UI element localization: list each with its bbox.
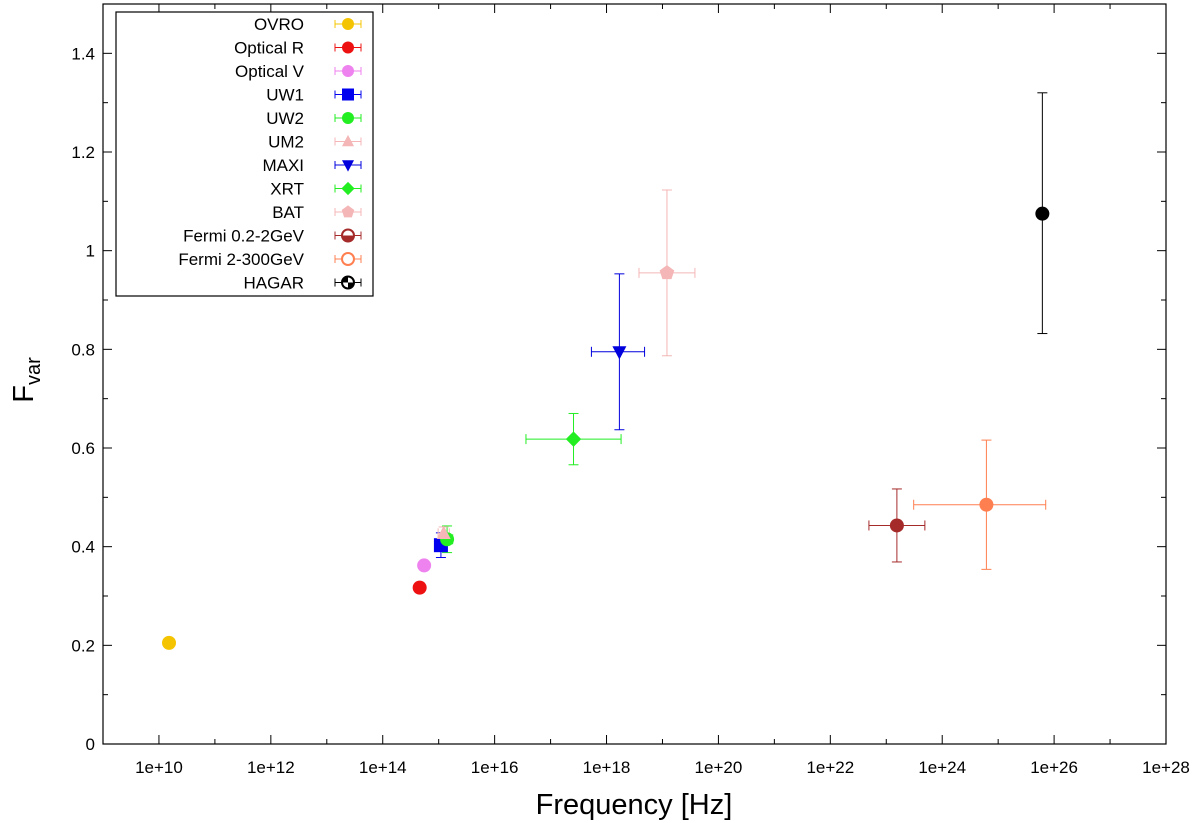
- y-axis: 0 0.2 0.4 0.6 0.8 1 1.2 1.4: [71, 3, 1166, 754]
- x-tick-label: 1e+24: [918, 758, 966, 777]
- point-fermi-2-300gev: [979, 497, 994, 512]
- y-tick-label: 0.8: [71, 340, 95, 359]
- legend-marker-fermi-2-300gev: [341, 252, 355, 266]
- y-tick-label: 1: [86, 242, 95, 261]
- legend-marker-bat: [341, 205, 355, 218]
- plot-frame: [102, 3, 1167, 745]
- legend-label-uw1: UW1: [266, 86, 304, 105]
- point-optical-v: [417, 558, 432, 573]
- y-axis-title-main: F: [8, 385, 40, 403]
- y-tick-label: 0.4: [71, 538, 95, 557]
- y-tick-label: 0: [86, 735, 95, 754]
- legend-label-fermi-2-300gev: Fermi 2-300GeV: [178, 250, 304, 269]
- legend-marker-fill: [342, 276, 348, 283]
- legend-marker-optical-r: [342, 41, 354, 54]
- x-axis: 1e+10 1e+12 1e+14 1e+16 1e+18 1e+20 1e+22 1e+24…: [102, 4, 1190, 777]
- x-tick-label: 1e+14: [359, 758, 407, 777]
- svg-text:Fvar: Fvar: [8, 357, 45, 403]
- y-tick-label: 0.6: [71, 439, 95, 458]
- legend-label-xrt: XRT: [270, 180, 304, 199]
- legend-box: [115, 11, 374, 297]
- point-ovro: [162, 635, 177, 650]
- y-tick-label: 0.2: [71, 636, 95, 655]
- point-hagar: [1035, 206, 1050, 221]
- x-tick-label: 1e+28: [1142, 758, 1190, 777]
- legend-label-optical-r: Optical R: [234, 39, 304, 58]
- point-xrt: [565, 431, 582, 447]
- x-tick-label: 1e+18: [583, 758, 631, 777]
- point-fermi-0-2-2gev: [889, 518, 904, 533]
- legend-label-uw2: UW2: [266, 109, 304, 128]
- legend-marker-fill: [348, 282, 354, 289]
- legend-label-fermi-0-2-2gev: Fermi 0.2-2GeV: [183, 227, 305, 246]
- legend-marker-fill: [342, 235, 354, 242]
- legend-label-hagar: HAGAR: [244, 274, 304, 293]
- legend-label-maxi: MAXI: [262, 156, 304, 175]
- legend-marker-uw1: [342, 88, 354, 101]
- legend-marker-xrt: [341, 181, 355, 196]
- data-points: [162, 206, 1050, 650]
- legend-marker-ovro: [342, 18, 354, 30]
- point-um2: [436, 525, 451, 539]
- x-tick-label: 1e+10: [135, 758, 183, 777]
- error-bars: [434, 92, 1048, 570]
- y-tick-label: 1.4: [71, 44, 95, 63]
- x-axis-title: Frequency [Hz]: [536, 789, 733, 821]
- x-tick-label: 1e+22: [806, 758, 854, 777]
- legend-marker-uw2: [342, 112, 354, 124]
- point-maxi: [612, 346, 627, 360]
- legend-marker-optical-v: [342, 65, 354, 77]
- legend-label-ovro: OVRO: [254, 15, 304, 34]
- point-bat: [659, 265, 675, 280]
- legend-marker-maxi: [342, 160, 354, 172]
- x-tick-label: 1e+16: [471, 758, 519, 777]
- y-tick-label: 1.2: [71, 143, 95, 162]
- legend-marker-um2: [342, 134, 354, 147]
- legend-label-optical-v: Optical V: [235, 62, 305, 81]
- y-axis-title: Fvar: [8, 357, 45, 403]
- legend: OVRO Optical R Optical V UW1 UW2 UM2 MAXI XRT BA…: [178, 15, 362, 293]
- point-optical-r: [412, 580, 427, 595]
- y-axis-title-subscript: var: [23, 357, 45, 385]
- x-tick-label: 1e+26: [1030, 758, 1078, 777]
- x-tick-label: 1e+20: [695, 758, 743, 777]
- legend-label-um2: UM2: [268, 133, 304, 152]
- legend-label-bat: BAT: [272, 203, 304, 222]
- x-tick-label: 1e+12: [247, 758, 295, 777]
